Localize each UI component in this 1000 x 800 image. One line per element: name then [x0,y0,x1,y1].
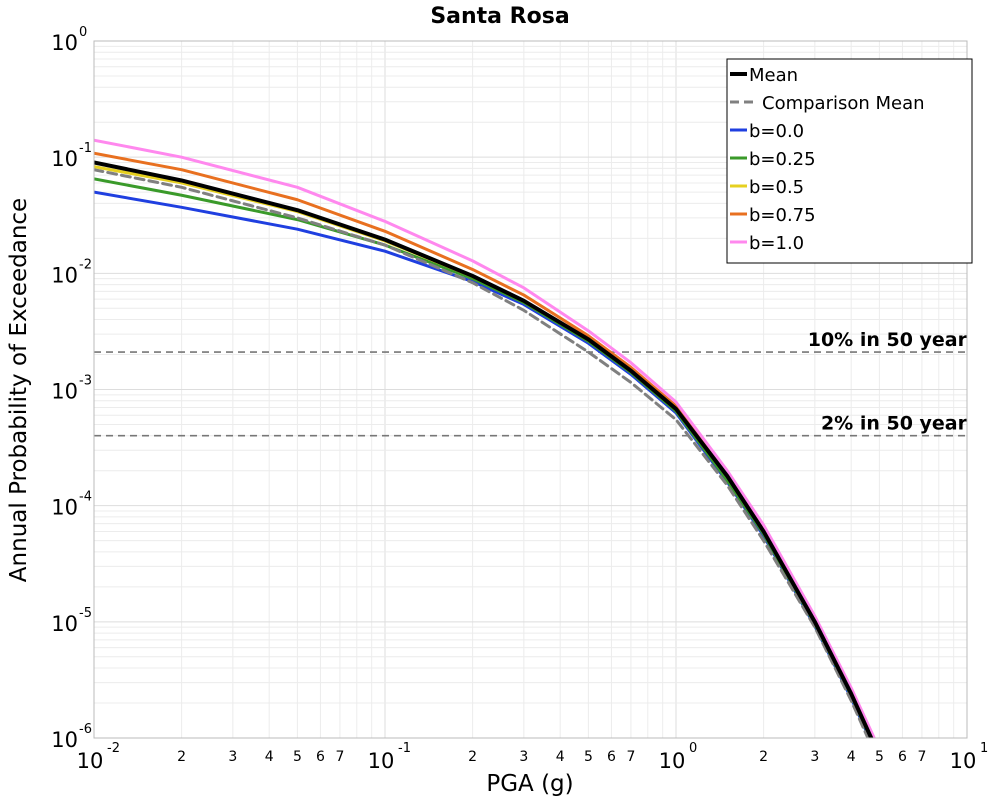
x-minor-tick-label: 2 [468,749,477,765]
series-line [94,160,874,738]
y-tick-exponent: -3 [79,374,92,389]
x-minor-tick-label: 6 [316,749,325,765]
x-tick-exponent: 1 [980,741,988,756]
x-minor-tick-label: 6 [898,749,907,765]
y-axis-label: Annual Probability of Exceedance [6,198,32,582]
x-minor-tick-label: 7 [917,749,926,765]
y-tick-label: 10 [51,380,78,404]
x-axis-label: PGA (g) [486,771,573,797]
series-line [94,138,876,738]
x-minor-tick-label: 3 [519,749,528,765]
x-minor-tick-label: 4 [847,749,856,765]
y-tick-label: 10 [51,496,78,520]
x-minor-tick-label: 5 [875,749,884,765]
x-minor-tick-label: 5 [293,749,302,765]
y-tick-exponent: -2 [79,257,92,272]
y-tick-label: 10 [51,612,78,636]
chart-title: Santa Rosa [430,4,569,29]
legend-label: b=1.0 [749,233,804,254]
plot-frame [93,40,968,739]
y-tick-label: 10 [51,31,78,55]
x-tick-label: 10 [659,749,686,773]
x-minor-tick-label: 4 [556,749,565,765]
x-minor-tick-label: 4 [265,749,274,765]
legend-label: Mean [749,65,798,86]
series-curves [94,138,876,738]
x-minor-tick-label: 6 [607,749,616,765]
x-minor-tick-label: 2 [759,749,768,765]
reference-line-label: 10% in 50 year [808,329,968,351]
x-tick-exponent: -1 [398,741,411,756]
legend-label: b=0.5 [749,177,804,198]
x-minor-tick-label: 5 [584,749,593,765]
y-tick-exponent: -1 [79,141,92,156]
legend-label: b=0.25 [749,149,816,170]
x-minor-tick-label: 3 [810,749,819,765]
y-tick-exponent: -5 [79,606,92,621]
x-tick-label: 10 [950,749,977,773]
y-tick-label: 10 [51,728,78,752]
legend-label: b=0.0 [749,121,804,142]
x-tick-label: 10 [368,749,395,773]
y-tick-exponent: -6 [79,722,92,737]
x-minor-tick-label: 7 [626,749,635,765]
y-tick-exponent: 0 [79,25,87,40]
x-tick-exponent: 0 [689,741,697,756]
legend-label: b=0.75 [749,205,816,226]
y-tick-label: 10 [51,263,78,287]
x-minor-tick-label: 3 [228,749,237,765]
series-line [94,177,872,738]
grid [93,41,967,739]
legend-box [726,58,973,264]
x-tick-exponent: -2 [107,741,120,756]
reference-line-label: 2% in 50 year [821,413,968,435]
x-minor-tick-label: 2 [177,749,186,765]
series-line [94,168,870,738]
y-tick-label: 10 [51,147,78,171]
legend: Mean Comparison Mean b=0.0 b=0.25 b=0.5 b=0.7… [726,58,973,264]
x-tick-label: 10 [77,749,104,773]
x-minor-tick-label: 7 [335,749,344,765]
reference-lines: 10% in 50 year 2% in 50 year [94,329,968,437]
y-tick-exponent: -4 [79,490,92,505]
legend-label: Comparison Mean [762,93,925,114]
